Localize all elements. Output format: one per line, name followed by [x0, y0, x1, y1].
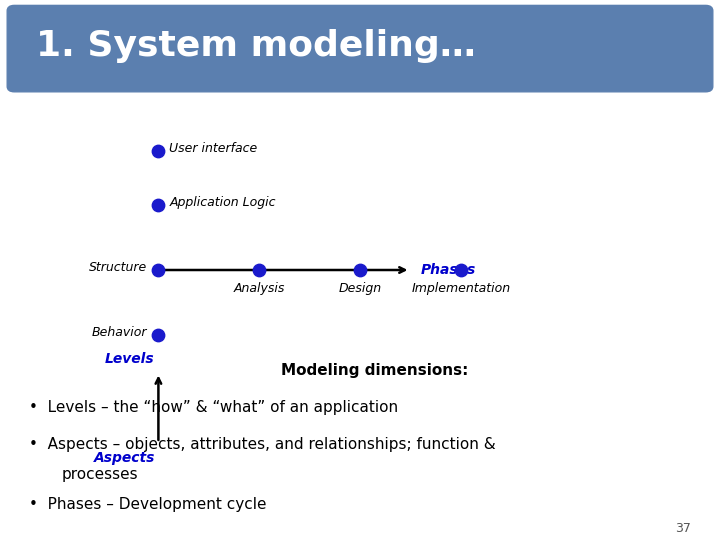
Point [153, 266, 164, 274]
Text: Phases: Phases [421, 263, 477, 277]
Point [153, 330, 164, 339]
Text: Aspects: Aspects [94, 451, 155, 465]
Text: Modeling dimensions:: Modeling dimensions: [281, 363, 468, 378]
Text: Levels: Levels [105, 352, 155, 366]
Text: 37: 37 [675, 522, 691, 535]
Text: •  Levels – the “how” & “what” of an application: • Levels – the “how” & “what” of an appl… [29, 400, 398, 415]
FancyBboxPatch shape [7, 5, 713, 92]
Text: Structure: Structure [89, 261, 148, 274]
Text: processes: processes [61, 467, 138, 482]
Text: Analysis: Analysis [233, 282, 285, 295]
Point [455, 266, 467, 274]
Text: •  Aspects – objects, attributes, and relationships; function &: • Aspects – objects, attributes, and rel… [29, 437, 495, 453]
Text: Implementation: Implementation [411, 282, 510, 295]
Point [153, 147, 164, 156]
Text: Design: Design [338, 282, 382, 295]
Text: 1. System modeling…: 1. System modeling… [36, 29, 476, 63]
Point [153, 201, 164, 210]
Text: Behavior: Behavior [92, 326, 148, 339]
Text: Application Logic: Application Logic [169, 196, 276, 209]
Point [253, 266, 265, 274]
Point [354, 266, 366, 274]
Text: •  Phases – Development cycle: • Phases – Development cycle [29, 497, 266, 512]
Text: User interface: User interface [169, 142, 258, 155]
